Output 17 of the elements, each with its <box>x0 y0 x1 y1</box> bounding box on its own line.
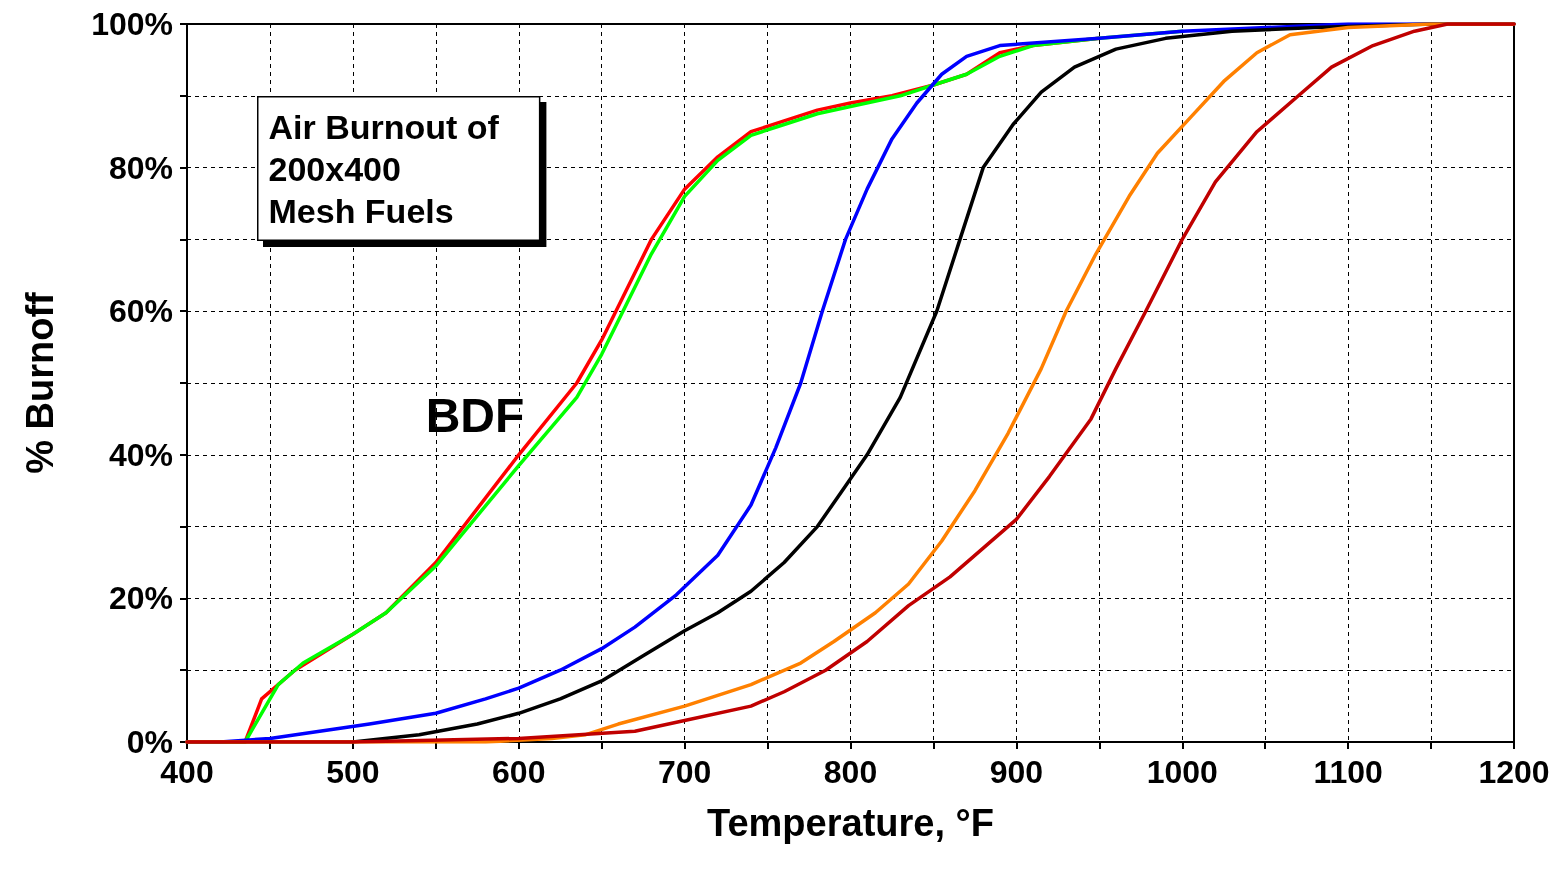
x-tick-label: 1200 <box>1478 754 1550 790</box>
x-tick-label: 500 <box>326 754 380 790</box>
y-tick-label: 20% <box>108 580 173 617</box>
x-axis-title: Temperature, °F <box>707 802 994 844</box>
x-tick-label: 1100 <box>1313 754 1383 790</box>
annotation: Air Burnout of 200x400 Mesh Fuels <box>268 107 500 230</box>
x-tick-label: 900 <box>989 754 1044 790</box>
y-tick-label: 60% <box>108 293 173 330</box>
y-axis-title: % Burnoff <box>19 291 61 474</box>
x-tick-label: 700 <box>657 754 712 790</box>
y-tick-label: 100% <box>91 6 173 42</box>
x-tick-label: 1000 <box>1146 754 1218 790</box>
x-tick-label: 800 <box>823 754 878 790</box>
y-tick-label: 80% <box>108 149 173 186</box>
y-tick-label: 40% <box>108 436 173 473</box>
x-tick-label: 600 <box>492 754 546 790</box>
annotation: BDF <box>425 388 525 442</box>
